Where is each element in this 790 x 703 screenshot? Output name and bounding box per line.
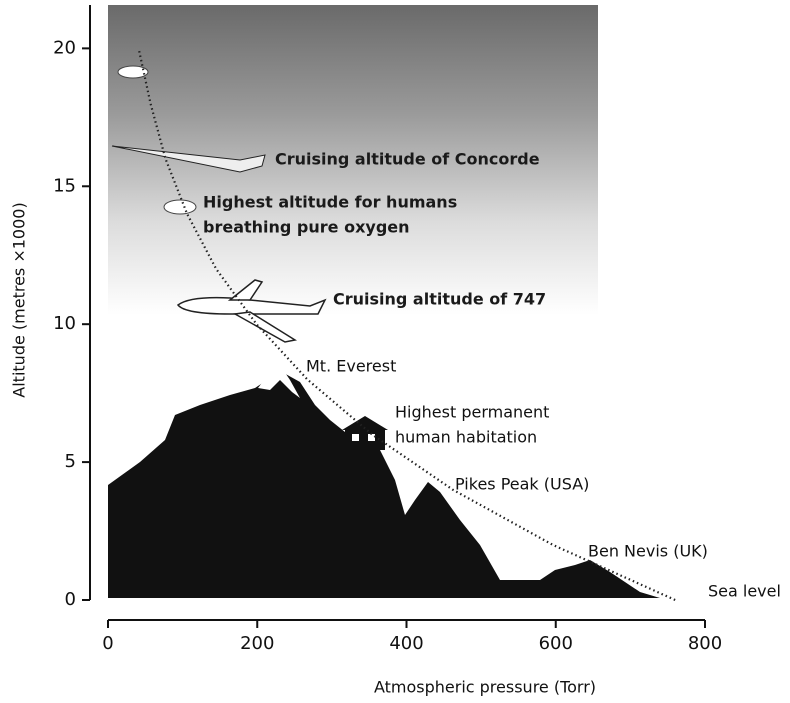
annotation: human habitation xyxy=(395,428,537,447)
y-tick-label: 15 xyxy=(53,175,76,196)
y-tick-label: 0 xyxy=(65,589,76,610)
house xyxy=(342,416,388,450)
annotation: Ben Nevis (UK) xyxy=(588,542,708,561)
jet xyxy=(176,279,327,343)
x-tick-label: 800 xyxy=(688,633,722,654)
annotation: Sea level xyxy=(708,582,781,601)
x-tick-label: 400 xyxy=(389,633,423,654)
concorde xyxy=(111,145,266,173)
x-axis-label: Atmospheric pressure (Torr) xyxy=(374,678,596,697)
annotation: Cruising altitude of Concorde xyxy=(275,150,540,169)
cloud xyxy=(117,65,197,215)
annotation: Mt. Everest xyxy=(306,357,396,376)
mountains xyxy=(108,372,660,598)
annotation: breathing pure oxygen xyxy=(203,218,410,237)
annotation: Highest permanent xyxy=(395,403,549,422)
y-axis-label: Altitude (metres ×1000) xyxy=(10,202,29,397)
y-tick-label: 5 xyxy=(65,451,76,472)
x-tick-label: 0 xyxy=(102,633,113,654)
annotation: Highest altitude for humans xyxy=(203,193,457,212)
annotation: Pikes Peak (USA) xyxy=(455,475,589,494)
x-tick-label: 200 xyxy=(240,633,274,654)
snow xyxy=(258,368,300,398)
annotation: Cruising altitude of 747 xyxy=(333,290,546,309)
x-tick-label: 600 xyxy=(539,633,573,654)
y-tick-label: 20 xyxy=(53,37,76,58)
y-tick-label: 10 xyxy=(53,313,76,334)
